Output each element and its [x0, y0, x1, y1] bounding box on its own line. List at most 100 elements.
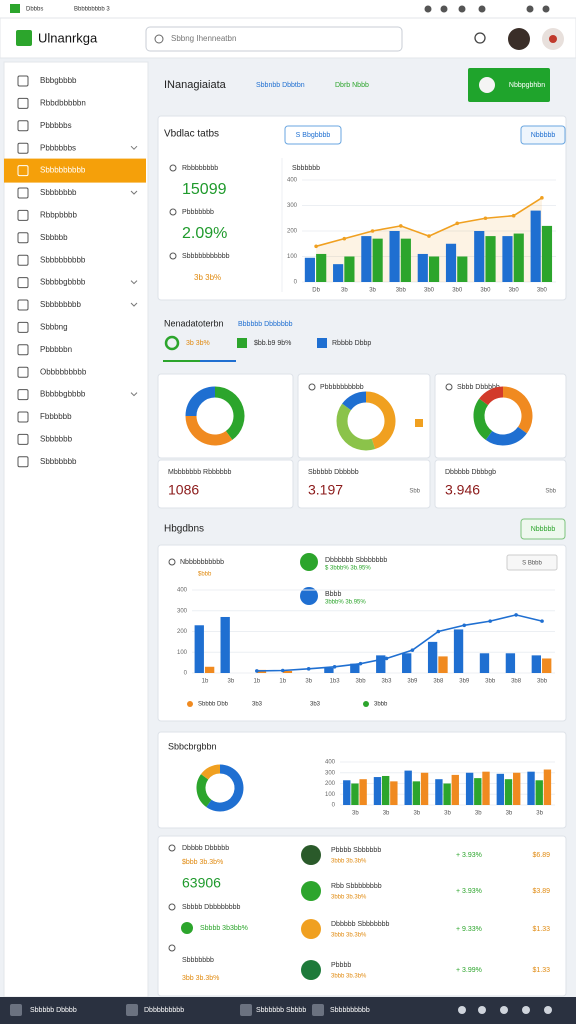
card — [297, 373, 431, 459]
logo: Ulnanrkga — [38, 30, 98, 45]
sidebar-icon — [17, 456, 29, 468]
stat-label: Sbbbbb Dbbbbb — [308, 469, 359, 476]
bar — [420, 772, 429, 805]
sidebar-item[interactable]: Sbbbbbbb — [40, 188, 77, 197]
donut-segment — [502, 386, 533, 434]
x-tick-label: 1b — [279, 679, 286, 685]
sidebar-item[interactable]: Pbbbbbbs — [40, 143, 76, 152]
status-icon — [458, 5, 466, 13]
stat-label: Dbbbbb Dbbbgb — [445, 469, 496, 476]
row-name: Pbbbb Sbbbbbb — [331, 847, 381, 854]
section-title: Nenadatoterbn — [164, 318, 224, 328]
line-point — [462, 623, 467, 628]
sidebar-item[interactable]: Bbbbbgbbbb — [40, 390, 86, 399]
button-avatar — [479, 77, 495, 93]
section-title: Hbgdbns — [164, 524, 204, 535]
x-tick-label: 3b0 — [424, 288, 435, 294]
bar — [304, 257, 315, 282]
donut-segment — [185, 386, 216, 417]
bar — [542, 658, 552, 673]
sidebar-item[interactable]: Rbbdbbbbbn — [40, 99, 86, 108]
sidebar-item[interactable]: Sbbbng — [40, 323, 68, 332]
action-button[interactable] — [520, 125, 566, 145]
kpi-icon — [169, 252, 177, 260]
x-tick-label: 3b3 — [381, 679, 392, 685]
x-tick-label: 3b — [506, 811, 513, 817]
line-point — [540, 619, 544, 623]
line-point — [280, 668, 285, 673]
line-point — [306, 667, 311, 671]
bar — [400, 238, 411, 282]
sidebar-icon — [17, 277, 29, 289]
stat-value: 1086 — [168, 482, 199, 498]
chart-title: Sbbbbbb — [292, 165, 320, 172]
row-name: Rbb Sbbbbbbbb — [331, 883, 382, 890]
bar — [474, 778, 482, 805]
sidebar-item[interactable]: Pbbbbbs — [40, 121, 72, 130]
sidebar-item[interactable]: Sbbbbbbb — [40, 457, 77, 466]
card — [434, 459, 567, 509]
detail-sub: $bbb 3b.3b% — [182, 859, 223, 866]
legend-label: 3b3 — [310, 702, 321, 708]
row-value: $3.89 — [532, 888, 550, 895]
sidebar-item[interactable]: Bbbgbbbb — [40, 76, 77, 85]
primary-button[interactable] — [468, 68, 550, 102]
bar — [359, 779, 367, 805]
link[interactable]: Dbrb Nbbb — [335, 82, 369, 89]
filter-button[interactable] — [284, 125, 342, 145]
x-tick-label: 3bb — [485, 679, 496, 685]
bar — [361, 236, 372, 282]
status-icon — [440, 5, 448, 13]
sidebar-item[interactable]: Sbbbbbbbbb — [40, 255, 86, 264]
sidebar-item[interactable]: Obbbbbbbbb — [40, 367, 87, 376]
donut-segment — [485, 426, 527, 446]
taskbar-label[interactable]: Sbbbbbb Sbbbb — [256, 1007, 306, 1014]
sidebar-item[interactable]: Sbbbbbbbbb — [40, 166, 86, 175]
x-tick-label: 3b — [352, 811, 359, 817]
line-point — [342, 236, 347, 241]
bar — [344, 256, 355, 282]
y-tick-label: 300 — [325, 770, 336, 776]
donut-segment — [365, 391, 396, 450]
avatar-badge — [549, 35, 557, 43]
sidebar-item[interactable]: Sbbbbgbbbb — [40, 278, 86, 287]
legend-label: Rbbbb Dbbp — [332, 340, 371, 347]
action-button[interactable] — [520, 518, 566, 540]
card-icon — [168, 903, 176, 911]
label: Dbbbs — [26, 7, 43, 13]
x-tick-label: 1b — [253, 679, 260, 685]
status-icon — [10, 4, 20, 13]
stat-value: 3.946 — [445, 482, 480, 498]
marker — [415, 419, 423, 427]
sidebar-item[interactable]: Sbbbbbbbb — [40, 300, 81, 309]
taskbar-label[interactable]: Sbbbbb Dbbbb — [30, 1007, 77, 1014]
bar — [445, 243, 457, 282]
chip[interactable] — [506, 554, 558, 571]
row-change: + 3.93% — [456, 888, 482, 895]
bar — [381, 775, 390, 805]
bar — [485, 236, 496, 282]
card-title: Vbdlac tatbs — [164, 129, 219, 140]
row-change: + 9.33% — [456, 926, 482, 933]
legend-label: Sbbbb Dbb — [198, 702, 229, 708]
bar — [505, 653, 516, 673]
sidebar-item[interactable]: Rbbpbbbb — [40, 211, 77, 220]
taskbar-label[interactable]: Dbbbbbbbbb — [144, 1007, 184, 1014]
bar — [535, 780, 543, 805]
sidebar-item[interactable]: Fbbbbbb — [40, 412, 72, 421]
card — [157, 544, 567, 722]
detail-title: Dbbbb Dbbbbb — [182, 845, 229, 852]
row-name: Pbbbb — [331, 962, 351, 969]
x-tick-label: 3b0 — [537, 288, 548, 294]
search-box[interactable] — [145, 26, 403, 52]
x-tick-label: 3b — [413, 811, 420, 817]
legend-icon — [164, 335, 180, 351]
legend-label: 3b3 — [252, 702, 263, 708]
taskbar-label[interactable]: Sbbbbbbbbb — [330, 1007, 370, 1014]
sidebar-item[interactable]: Pbbbbbn — [40, 345, 72, 354]
sidebar-item[interactable]: Sbbbbbb — [40, 435, 73, 444]
card — [297, 459, 431, 509]
link[interactable]: Sbbnbb Dbbtbn — [256, 82, 305, 89]
tray-icon — [478, 1006, 486, 1014]
sidebar-item[interactable]: Sbbbbb — [40, 233, 68, 242]
